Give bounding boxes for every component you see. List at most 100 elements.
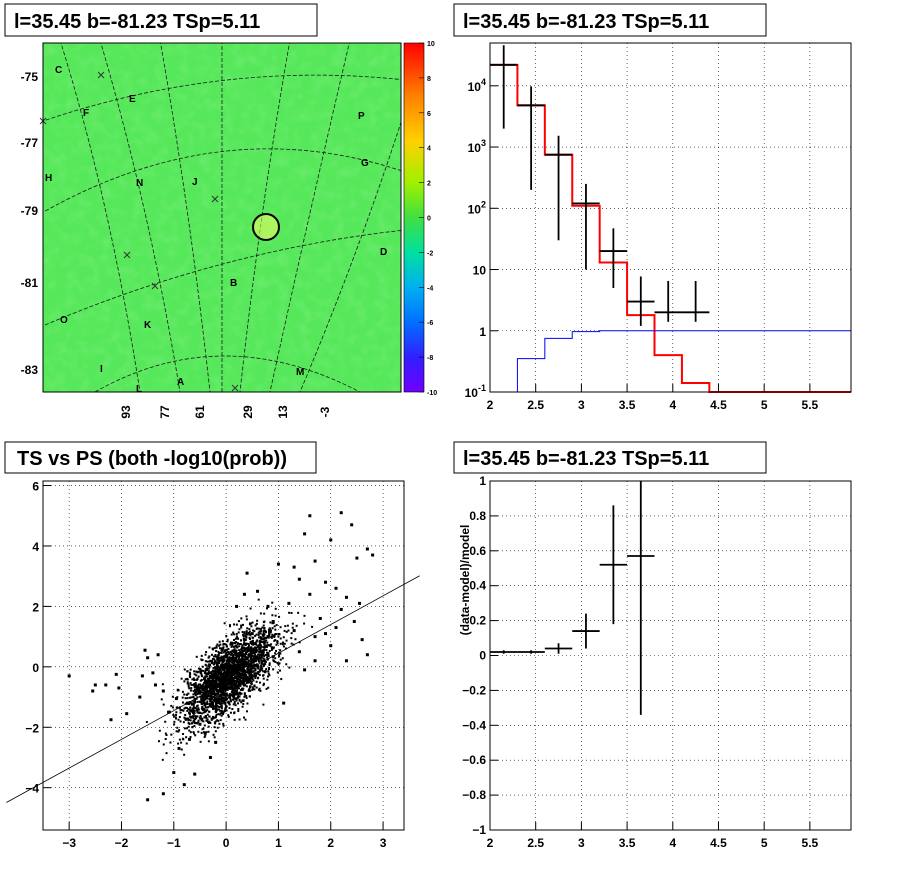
scatter-cloud-point (195, 721, 198, 724)
scatter-cloud-point (223, 663, 226, 666)
scatter-cloud-point (252, 670, 255, 673)
scatter-cloud-point (216, 677, 219, 680)
scatter-cloud-point (199, 711, 202, 714)
spectrum-title-box (453, 3, 767, 37)
scatter-cloud-point (234, 689, 237, 692)
scatter-cloud-point (185, 736, 188, 739)
scatter-cloud-point (260, 662, 263, 665)
scatter-cloud-point (237, 657, 240, 660)
map-region-label-h: H (45, 173, 52, 184)
scatter-cloud-point (217, 696, 220, 699)
scatter-cloud-point (295, 624, 298, 627)
scatter-cloud-point (257, 657, 260, 660)
scatter-point (352, 620, 356, 624)
scatter-cloud-point (222, 683, 225, 686)
scatter-cloud-point (260, 655, 263, 658)
scatter-cloud-point (214, 668, 217, 671)
scatter-cloud-point (288, 666, 291, 669)
scatter-cloud-point (254, 641, 257, 644)
scatter-cloud-point (216, 693, 219, 696)
scatter-cloud-point (256, 639, 259, 642)
scatter-cloud-point (201, 688, 204, 691)
scatter-cloud-point (187, 703, 190, 706)
scatter-cloud-point (206, 675, 209, 678)
map-region-label-p: P (358, 111, 365, 122)
scatter-cloud-point (276, 642, 279, 645)
scatter-cloud-point (219, 671, 222, 674)
scatter-x-tick: −3 (62, 836, 76, 850)
scatter-cloud-point (242, 653, 245, 656)
scatter-cloud-point (207, 730, 210, 733)
scatter-cloud-point (218, 640, 221, 643)
scatter-cloud-point (192, 700, 195, 703)
scatter-cloud-point (265, 649, 268, 652)
scatter-cloud-point (266, 651, 269, 654)
scatter-cloud-point (231, 708, 234, 711)
scatter-cloud-point (246, 702, 249, 705)
scatter-cloud-point (237, 710, 240, 713)
scatter-cloud-point (178, 738, 181, 741)
scatter-cloud-point (203, 688, 206, 691)
scatter-cloud-point (164, 732, 167, 735)
scatter-cloud-point (202, 711, 205, 714)
scatter-cloud-point (213, 691, 216, 694)
scatter-cloud-point (254, 668, 257, 671)
scatter-cloud-point (253, 655, 256, 658)
scatter-point (161, 689, 165, 693)
scatter-cloud-point (215, 689, 218, 692)
scatter-cloud-point (225, 685, 228, 688)
scatter-cloud-point (255, 651, 258, 654)
scatter-cloud-point (188, 729, 191, 732)
scatter-cloud-point (246, 647, 249, 650)
scatter-cloud-point (282, 636, 285, 639)
scatter-point (324, 632, 328, 636)
scatter-cloud-point (228, 670, 231, 673)
scatter-cloud-point (232, 666, 235, 669)
map-y-tick: -81 (21, 276, 39, 290)
scatter-cloud-point (241, 689, 244, 692)
scatter-cloud-point (254, 674, 257, 677)
scatter-cloud-point (240, 668, 243, 671)
scatter-cloud-point (250, 625, 253, 628)
scatter-cloud-point (218, 656, 221, 659)
scatter-cloud-point (241, 681, 244, 684)
scatter-cloud-point (224, 696, 227, 699)
scatter-cloud-point (218, 644, 221, 647)
scatter-cloud-point (272, 634, 275, 637)
scatter-cloud-point (261, 633, 264, 636)
scatter-cloud-point (276, 661, 279, 664)
scatter-reference-line (6, 575, 420, 803)
scatter-cloud-point (200, 669, 203, 672)
scatter-cloud-point (247, 647, 250, 650)
scatter-cloud-point (187, 719, 190, 722)
scatter-cloud-point (233, 663, 236, 666)
scatter-cloud-point (215, 667, 218, 670)
scatter-cloud-point (195, 697, 198, 700)
residual-point (544, 643, 573, 654)
scatter-cloud-point (217, 719, 220, 722)
scatter-cloud-point (222, 672, 225, 675)
scatter-cloud-point (262, 663, 265, 666)
scatter-cloud-point (244, 656, 247, 659)
scatter-cloud-point (251, 639, 254, 642)
scatter-cloud-point (233, 623, 236, 626)
scatter-cloud-point (262, 682, 265, 685)
map-y-tick: -79 (21, 204, 39, 218)
scatter-cloud-point (204, 683, 207, 686)
scatter-cloud-point (210, 684, 213, 687)
scatter-cloud-point (264, 660, 267, 663)
scatter-point (297, 577, 301, 581)
scatter-cloud-point (221, 712, 224, 715)
scatter-point (297, 650, 301, 654)
scatter-cloud-point (219, 643, 222, 646)
scatter-cloud-point (233, 685, 236, 688)
scatter-point (282, 701, 286, 705)
scatter-cloud-point (215, 708, 218, 711)
scatter-cloud-point (242, 663, 245, 666)
scatter-cloud-point (264, 646, 267, 649)
scatter-cloud-point (202, 720, 205, 723)
scatter-cloud-point (226, 668, 229, 671)
scatter-cloud-point (245, 662, 248, 665)
scatter-cloud-point (220, 699, 223, 702)
scatter-cloud-point (222, 688, 225, 691)
